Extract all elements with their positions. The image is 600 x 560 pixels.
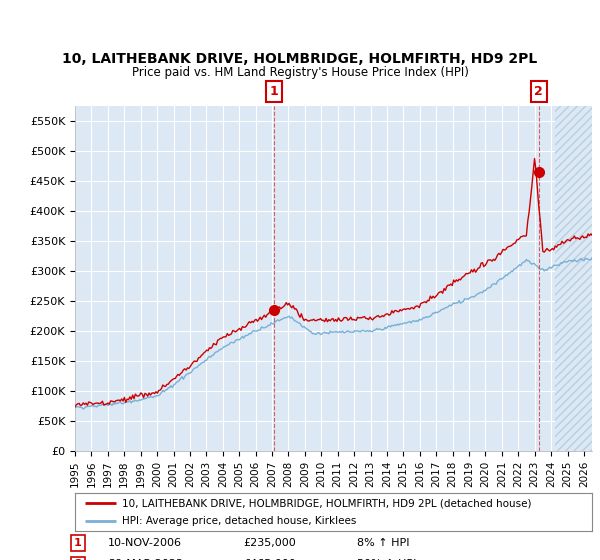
Text: HPI: Average price, detached house, Kirklees: HPI: Average price, detached house, Kirk… xyxy=(122,516,356,526)
Text: 10, LAITHEBANK DRIVE, HOLMBRIDGE, HOLMFIRTH, HD9 2PL: 10, LAITHEBANK DRIVE, HOLMBRIDGE, HOLMFI… xyxy=(62,52,538,66)
Text: 1: 1 xyxy=(269,85,278,98)
Text: 10, LAITHEBANK DRIVE, HOLMBRIDGE, HOLMFIRTH, HD9 2PL (detached house): 10, LAITHEBANK DRIVE, HOLMBRIDGE, HOLMFI… xyxy=(122,498,531,508)
Text: 8% ↑ HPI: 8% ↑ HPI xyxy=(357,538,409,548)
Text: 2: 2 xyxy=(535,85,543,98)
Text: 1: 1 xyxy=(74,538,82,548)
Text: 10-NOV-2006: 10-NOV-2006 xyxy=(108,538,182,548)
Text: Price paid vs. HM Land Registry's House Price Index (HPI): Price paid vs. HM Land Registry's House … xyxy=(131,66,469,80)
Bar xyxy=(555,106,600,451)
Text: £235,000: £235,000 xyxy=(243,538,296,548)
